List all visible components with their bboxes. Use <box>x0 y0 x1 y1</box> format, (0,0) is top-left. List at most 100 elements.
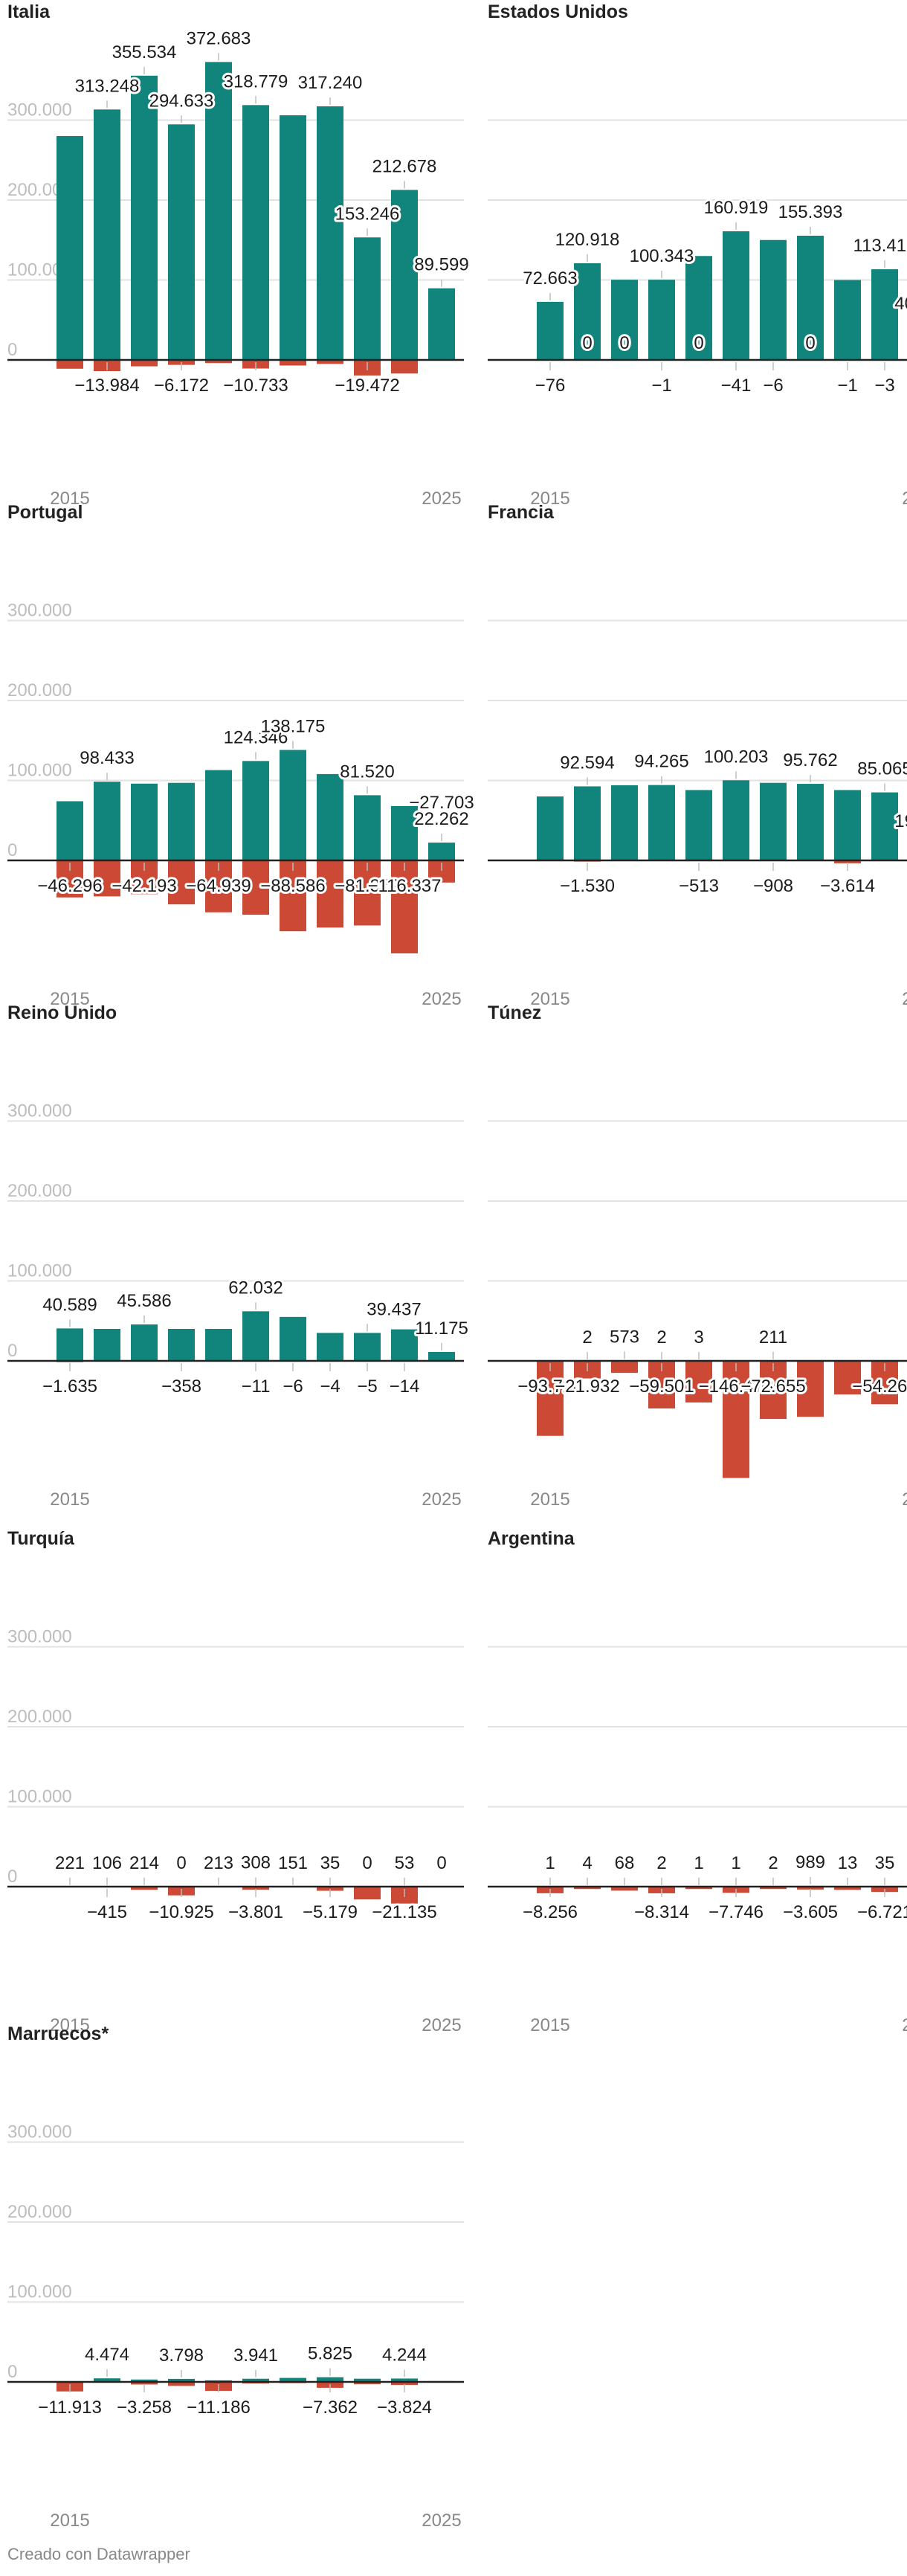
bar-positive <box>685 256 712 360</box>
bar-positive <box>280 115 306 361</box>
value-label: 120.918 <box>555 230 620 250</box>
value-label: −5.179 <box>303 1902 358 1922</box>
panel-t-nez: Túnez 2 573 2 3 211 −93.720−21.932 −59.501 −146.… <box>488 1002 907 1510</box>
x-tick-label: 2015 <box>530 489 569 509</box>
bar-negative <box>723 1361 749 1478</box>
value-label: 151 <box>278 1853 308 1873</box>
bar-positive <box>131 1324 158 1361</box>
bar-positive <box>168 124 195 360</box>
value-label: −146.473 <box>699 1376 774 1397</box>
value-label: 0 <box>694 333 703 353</box>
bar-positive <box>317 773 343 860</box>
bar-positive <box>648 280 675 360</box>
bar-positive <box>428 1351 455 1361</box>
y-tick-label: 100.000 <box>7 1261 72 1281</box>
bar-positive <box>280 2377 306 2382</box>
bar-positive <box>317 106 343 361</box>
bar-positive <box>94 782 120 860</box>
value-label: −7.746 <box>709 1902 764 1922</box>
bar-positive <box>760 782 787 860</box>
bar-negative <box>280 860 306 932</box>
panel-title: Túnez <box>488 1002 541 1023</box>
bar-negative <box>834 860 861 863</box>
value-label: 5.825 <box>308 2344 352 2364</box>
value-label: −6.172 <box>154 376 209 396</box>
y-tick-label: 300.000 <box>7 1627 72 1647</box>
panel-title: Reino Unido <box>7 1002 117 1023</box>
panel-title: Argentina <box>488 1528 575 1549</box>
bar-positive <box>205 1329 232 1361</box>
value-label: 124.346 <box>224 727 288 747</box>
y-tick-label: 0 <box>7 340 17 360</box>
value-label: 0 <box>362 1853 372 1873</box>
value-label: 1 <box>545 1853 555 1873</box>
value-label: −76 <box>535 376 566 396</box>
bar-positive <box>317 1333 343 1361</box>
y-tick-label: 300.000 <box>7 1101 72 1121</box>
value-label: 308 <box>241 1853 271 1873</box>
bar-negative <box>317 860 343 928</box>
value-label: −46.296 <box>37 876 102 896</box>
x-tick-label: 2025 <box>902 989 907 1009</box>
x-tick-label: 2025 <box>422 2015 461 2035</box>
bar-positive <box>871 269 898 360</box>
bar-positive <box>760 239 787 360</box>
panel-title: Marruecos* <box>7 2023 109 2044</box>
bar-negative <box>797 1361 824 1417</box>
bar-positive <box>834 790 861 860</box>
value-label: 62.032 <box>228 1278 283 1298</box>
value-label: −54.265 <box>852 1376 907 1397</box>
value-label: −3.801 <box>228 1902 283 1922</box>
value-label: −14 <box>390 1376 420 1397</box>
value-label: −1 <box>837 376 857 396</box>
value-label: −116.337 <box>368 876 442 896</box>
bar-positive <box>57 801 83 860</box>
panel-portugal: Portugal 0 100.000 200.000 300.000 98.433 124.… <box>7 502 477 1009</box>
bar-negative <box>280 360 306 366</box>
value-label: −11 <box>242 1376 271 1397</box>
value-label: 113.416 <box>853 236 907 256</box>
bar-negative <box>834 1887 861 1890</box>
bar-positive <box>168 782 195 860</box>
value-label: 313.248 <box>75 76 140 96</box>
value-label: 213 <box>204 1853 233 1873</box>
bar-positive <box>723 780 749 860</box>
bar-negative <box>611 1361 638 1374</box>
bar-negative <box>391 2382 418 2386</box>
x-tick-label: 2015 <box>50 2511 89 2531</box>
bar-positive <box>391 2378 418 2382</box>
y-tick-label: 0 <box>7 1341 17 1361</box>
bar-negative <box>131 360 158 367</box>
bar-positive <box>280 750 306 860</box>
bar-positive <box>428 288 455 360</box>
bar-positive <box>391 190 418 360</box>
value-label: −5 <box>357 1376 377 1397</box>
value-label: 372.683 <box>187 28 251 48</box>
credit-footer: Creado con Datawrapper <box>7 2545 190 2563</box>
y-tick-label: 300.000 <box>7 100 72 120</box>
bar-positive <box>723 231 749 360</box>
y-tick-label: 300.000 <box>7 2122 72 2142</box>
value-label: 355.534 <box>112 42 177 62</box>
bar-negative <box>354 860 381 926</box>
bar-negative <box>391 360 418 374</box>
value-label: 1 <box>694 1853 703 1873</box>
value-label: −11.913 <box>38 2398 102 2418</box>
bar-positive <box>391 1329 418 1361</box>
bar-positive <box>205 770 232 860</box>
bar-positive <box>168 2378 195 2382</box>
value-label: 94.265 <box>634 752 688 772</box>
value-label: 3 <box>694 1327 703 1347</box>
value-label: −93.720 <box>517 1376 582 1397</box>
bar-negative <box>760 1887 787 1890</box>
bar-positive <box>242 761 269 860</box>
bar-negative <box>131 2382 158 2385</box>
value-label: 100.343 <box>630 246 694 266</box>
bar-negative <box>168 2382 195 2386</box>
value-label: −4 <box>320 1376 340 1397</box>
x-tick-label: 2025 <box>422 489 461 509</box>
value-label: 85.065 <box>857 759 907 779</box>
panel-argentina: Argentina1468211298913358−8.256−8.314−7.… <box>488 1528 907 2035</box>
value-label: −81.379 <box>335 876 399 896</box>
bar-positive <box>94 109 120 360</box>
